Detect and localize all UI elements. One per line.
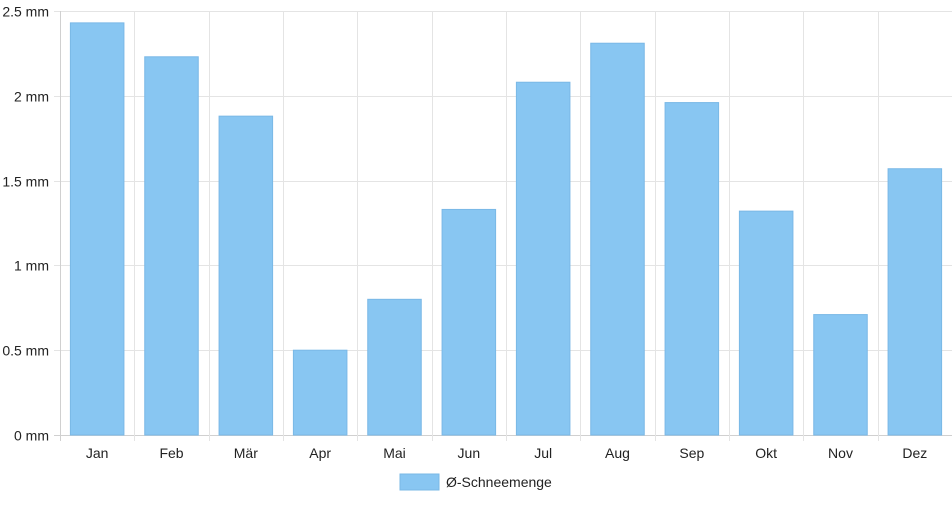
legend-label: Ø-Schneemenge [446,474,552,490]
bar-mai[interactable] [367,298,422,436]
bar-dez[interactable] [887,168,943,436]
axes-layer: 0 mm 0.5 mm 1 mm 1.5 mm 2 mm 2.5 mm Jan Feb Mär A… [2,4,927,462]
bar-jun[interactable] [441,208,497,436]
x-tick-label: Apr [309,445,331,461]
legend-swatch [399,473,440,491]
y-tick-label: 2 mm [14,89,49,105]
bar-mär[interactable] [218,115,274,436]
bar-jul[interactable] [515,81,571,436]
x-tick-label: Sep [679,445,704,461]
bars-layer [69,22,943,436]
x-tick-label: Feb [159,445,183,461]
bar-okt[interactable] [738,210,794,436]
x-tick-label: Nov [828,445,853,461]
bar-aug[interactable] [590,42,645,436]
grid-layer [54,11,952,441]
y-tick-label: 0.5 mm [2,343,49,359]
x-tick-label: Jul [534,445,552,461]
bar-feb[interactable] [144,56,199,436]
bar-jan[interactable] [69,22,125,436]
y-tick-label: 1 mm [14,258,49,274]
y-tick-label: 0 mm [14,428,49,444]
x-tick-label: Okt [755,445,777,461]
x-tick-label: Jun [458,445,481,461]
x-tick-label: Aug [605,445,630,461]
x-tick-label: Dez [902,445,927,461]
bar-sep[interactable] [664,102,720,436]
legend[interactable]: Ø-Schneemenge [399,473,552,491]
x-tick-label: Mär [234,445,258,461]
y-tick-label: 2.5 mm [2,4,49,20]
x-tick-label: Jan [86,445,109,461]
bar-apr[interactable] [292,349,348,436]
x-tick-label: Mai [383,445,406,461]
bar-nov[interactable] [813,314,868,436]
y-tick-label: 1.5 mm [2,174,49,190]
